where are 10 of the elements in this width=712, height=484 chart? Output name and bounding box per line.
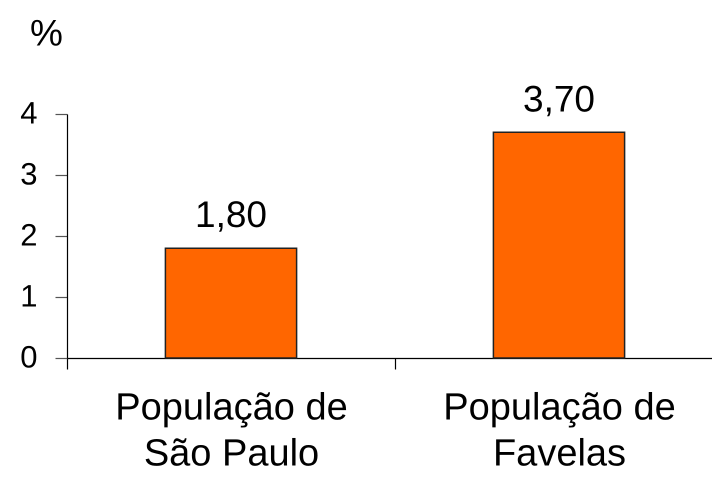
data-label: 1,80 <box>194 194 268 236</box>
x-tick-label: População de Favelas <box>443 386 676 474</box>
y-tick-label: 0 <box>20 340 38 374</box>
y-tick-label: 2 <box>20 218 38 252</box>
y-tick-label: 4 <box>20 96 38 130</box>
y-axis-title: % <box>30 12 63 54</box>
data-label: 3,70 <box>522 78 596 120</box>
y-tick-label: 1 <box>20 278 38 314</box>
x-tick-label: População de São Paulo <box>115 386 348 474</box>
y-tick-label: 3 <box>20 156 38 192</box>
